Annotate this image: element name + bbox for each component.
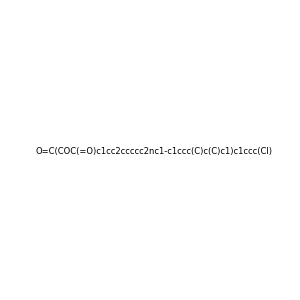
Text: O=C(COC(=O)c1cc2ccccc2nc1-c1ccc(C)c(C)c1)c1ccc(Cl): O=C(COC(=O)c1cc2ccccc2nc1-c1ccc(C)c(C)c1… xyxy=(35,147,272,156)
